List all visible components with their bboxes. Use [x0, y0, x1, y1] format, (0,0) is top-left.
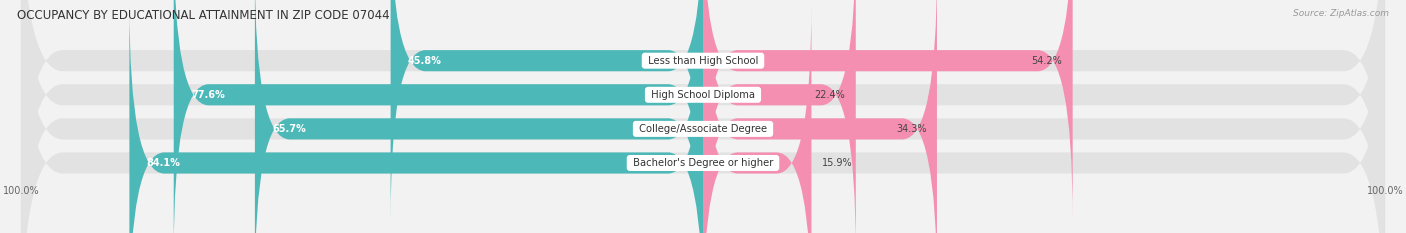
Text: Less than High School: Less than High School [645, 56, 761, 66]
Text: Bachelor's Degree or higher: Bachelor's Degree or higher [630, 158, 776, 168]
Text: 84.1%: 84.1% [146, 158, 180, 168]
FancyBboxPatch shape [21, 0, 1385, 233]
Text: College/Associate Degree: College/Associate Degree [636, 124, 770, 134]
Text: OCCUPANCY BY EDUCATIONAL ATTAINMENT IN ZIP CODE 07044: OCCUPANCY BY EDUCATIONAL ATTAINMENT IN Z… [17, 9, 389, 22]
Legend: Owner-occupied, Renter-occupied: Owner-occupied, Renter-occupied [600, 231, 806, 233]
FancyBboxPatch shape [21, 0, 1385, 233]
FancyBboxPatch shape [129, 3, 703, 233]
FancyBboxPatch shape [174, 0, 703, 233]
FancyBboxPatch shape [703, 0, 856, 233]
Text: 22.4%: 22.4% [814, 90, 845, 100]
Text: 77.6%: 77.6% [191, 90, 225, 100]
FancyBboxPatch shape [21, 0, 1385, 233]
Text: High School Diploma: High School Diploma [648, 90, 758, 100]
FancyBboxPatch shape [21, 0, 1385, 233]
Text: 45.8%: 45.8% [408, 56, 441, 66]
Text: 34.3%: 34.3% [896, 124, 927, 134]
Text: Source: ZipAtlas.com: Source: ZipAtlas.com [1294, 9, 1389, 18]
FancyBboxPatch shape [391, 0, 703, 221]
FancyBboxPatch shape [703, 0, 1073, 221]
FancyBboxPatch shape [703, 3, 811, 233]
FancyBboxPatch shape [703, 0, 936, 233]
Text: 15.9%: 15.9% [823, 158, 852, 168]
FancyBboxPatch shape [254, 0, 703, 233]
Text: 65.7%: 65.7% [273, 124, 307, 134]
Text: 54.2%: 54.2% [1032, 56, 1062, 66]
